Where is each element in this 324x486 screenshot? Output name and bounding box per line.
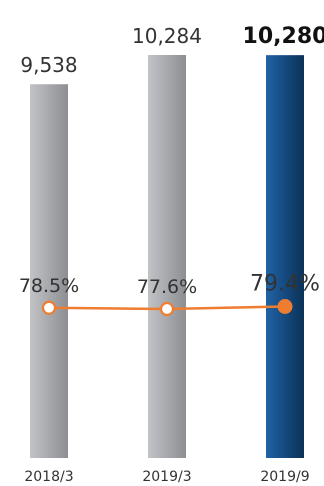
bar-value-label-2018-3: 9,538 xyxy=(20,53,77,77)
bar-2019-3 xyxy=(148,55,186,458)
category-label-2018-3: 2018/3 xyxy=(24,469,73,485)
bar-value-label-2019-3: 10,284 xyxy=(132,24,202,48)
rate-label-2019-9: 79.4% xyxy=(250,272,320,297)
category-label-2019-9: 2019/9 xyxy=(260,469,309,485)
category-label-2019-3: 2019/3 xyxy=(142,469,191,485)
rate-label-2019-3: 77.6% xyxy=(137,276,197,298)
bar-2018-3 xyxy=(30,84,68,458)
rate-point-2019-3 xyxy=(159,301,175,317)
rate-point-2019-9 xyxy=(277,299,293,314)
rate-point-2018-3 xyxy=(41,300,57,315)
bar-value-label-2019-9: 10,280 xyxy=(243,24,324,49)
rate-label-2018-3: 78.5% xyxy=(19,275,79,297)
bar-2019-9 xyxy=(266,55,304,459)
